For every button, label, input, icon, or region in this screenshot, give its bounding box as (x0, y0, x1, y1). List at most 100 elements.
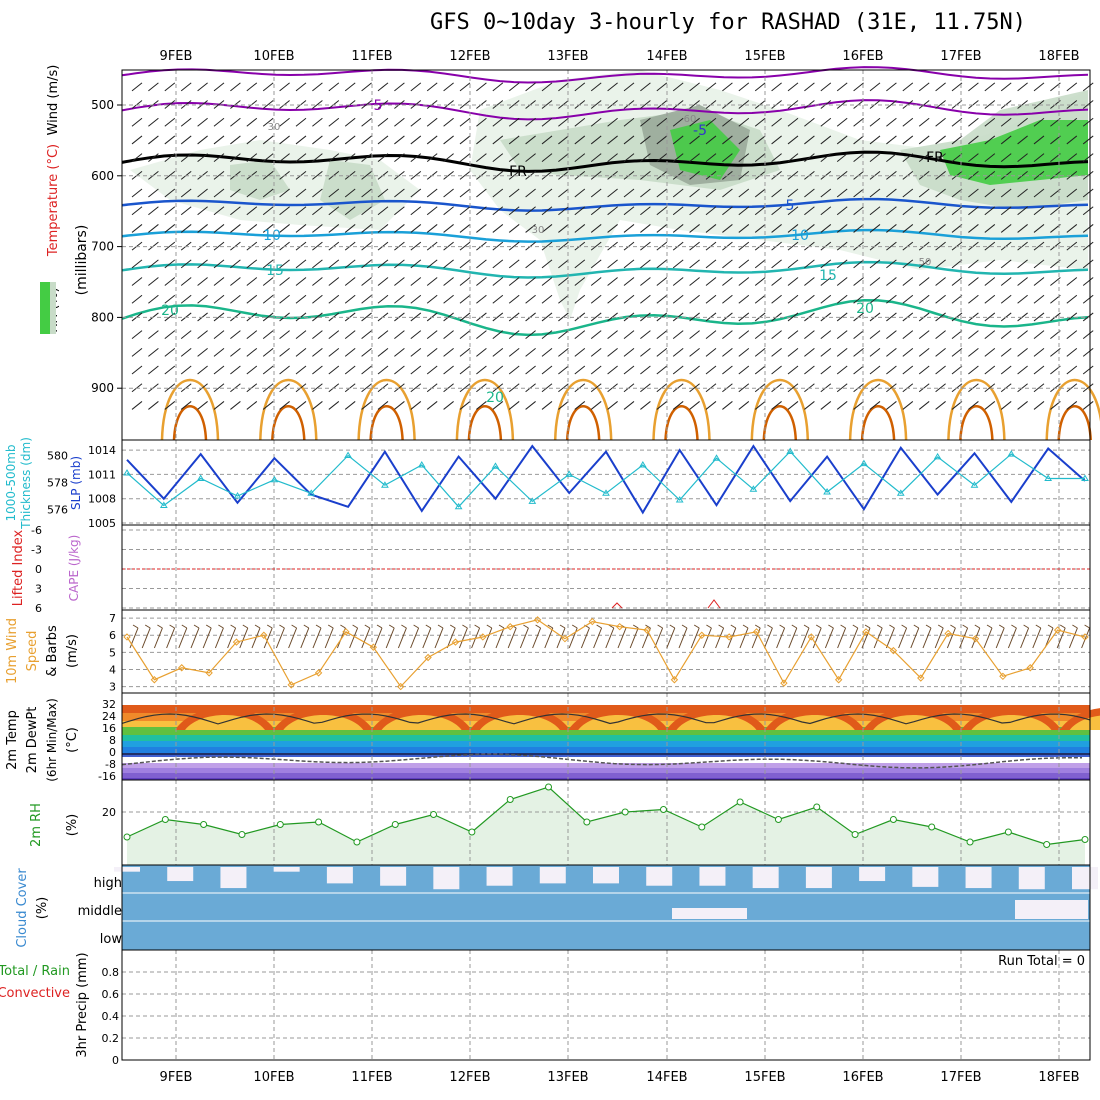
wind-barb (492, 294, 504, 304)
rh-point (276, 821, 284, 828)
wind-barb (574, 259, 586, 269)
temp-band (122, 741, 1090, 747)
temp-contour-hot (1057, 405, 1092, 441)
wind-barb (394, 330, 405, 340)
wind-barb (836, 206, 848, 216)
wind-barb (705, 135, 717, 145)
wind-barb (968, 312, 979, 322)
wind-barb-10m (483, 627, 493, 649)
wind-barb (508, 82, 520, 92)
wind-barb-10m (852, 624, 859, 629)
wind-barb (607, 365, 618, 375)
wind-barb (968, 365, 979, 375)
thickness-point (1044, 474, 1053, 481)
wind-barb (689, 401, 700, 410)
cloud-clear-bar (167, 867, 194, 882)
wind-barb (443, 153, 454, 163)
rh-series (126, 786, 1086, 846)
wind-barb (459, 259, 471, 269)
wind-barb-10m (312, 627, 322, 649)
wind-barb (738, 259, 750, 269)
slp-tick: 1008 (88, 493, 116, 506)
wind-barb (705, 330, 717, 340)
temp-contour-warm (848, 379, 908, 441)
wind-barb (213, 294, 225, 304)
wind-barb (836, 170, 848, 180)
wind-barb (590, 135, 602, 145)
wind-barb (164, 241, 176, 251)
wind-barb (640, 330, 651, 340)
wind-barb (394, 312, 405, 322)
wind-barb (754, 153, 766, 163)
wind-barb (410, 153, 422, 163)
wind-barb-10m (901, 624, 907, 629)
wind-barb (443, 347, 454, 357)
wind-barb (804, 259, 815, 269)
wind-barb (1033, 188, 1045, 198)
wind-barb (1017, 117, 1028, 127)
cloud-clear-bar (672, 908, 747, 919)
wind-barb (394, 294, 405, 304)
slp-label: SLP (mb) (69, 456, 83, 510)
wind-barb (886, 153, 897, 163)
wind-barb-10m (373, 627, 383, 649)
wind-barb (968, 241, 979, 251)
slp-tick: 1014 (88, 444, 116, 457)
rh-legend-swatch (40, 282, 50, 334)
date-label-bottom: 16FEB (842, 1070, 883, 1085)
wind-speed-point (123, 633, 131, 641)
temperature-series (121, 713, 1091, 725)
wind-barb (1017, 259, 1028, 269)
wind-barb (525, 206, 536, 216)
thickness-point (491, 462, 500, 469)
wind-barb (968, 401, 979, 410)
wind-barb (1017, 82, 1028, 92)
wind-barb (492, 259, 504, 269)
wind-barb (476, 294, 487, 304)
wind-barb (590, 82, 602, 92)
wind-barb (705, 188, 717, 198)
thickness-point (307, 489, 316, 496)
wind-barb (656, 401, 668, 410)
wind-barb (213, 330, 225, 340)
wind-barb (361, 241, 372, 251)
wind-barb (738, 347, 750, 357)
temp-axis-label: Temperature (°C) (46, 144, 61, 257)
wind-barb (426, 347, 438, 357)
wind-barb (459, 82, 471, 92)
wind-barb (148, 330, 159, 340)
wind-barb (213, 82, 225, 92)
wind-barb (656, 277, 668, 286)
wind-barb (394, 277, 405, 286)
wind-barb-10m (666, 627, 676, 649)
wind-barb (525, 347, 536, 357)
rh-point (1081, 836, 1089, 843)
wind-barb (607, 117, 618, 127)
wind-barb (541, 347, 553, 357)
wind-barb (377, 117, 389, 127)
wind-barb (262, 277, 274, 286)
wind-barb (1000, 259, 1012, 269)
wind-speed-point (999, 672, 1007, 681)
wind-barb (197, 330, 208, 340)
wind-barb-10m (690, 627, 700, 649)
wind-barb (607, 330, 618, 340)
wind-barb (394, 347, 405, 357)
wind-barb (771, 365, 782, 375)
wind-barb-10m (779, 624, 785, 629)
wind-barb (869, 259, 881, 269)
wind-barb (656, 153, 668, 163)
wind10m-panel: 7 6 5 4 3 10m Wind Speed & Barbs (m/s) (5, 609, 1091, 694)
wind-barb-10m (617, 627, 627, 649)
wind-speed-point (971, 634, 980, 643)
wind-barb (984, 312, 996, 322)
wind-barb (197, 259, 208, 269)
wind-barb-10m (571, 624, 578, 629)
wind-speed-point (314, 669, 323, 677)
wind-barb (361, 135, 372, 145)
wind-barb (902, 206, 914, 216)
wind-barb (722, 347, 733, 357)
wind-barb (1066, 294, 1078, 304)
wind-barb (689, 365, 700, 375)
wind-barb (886, 277, 897, 286)
